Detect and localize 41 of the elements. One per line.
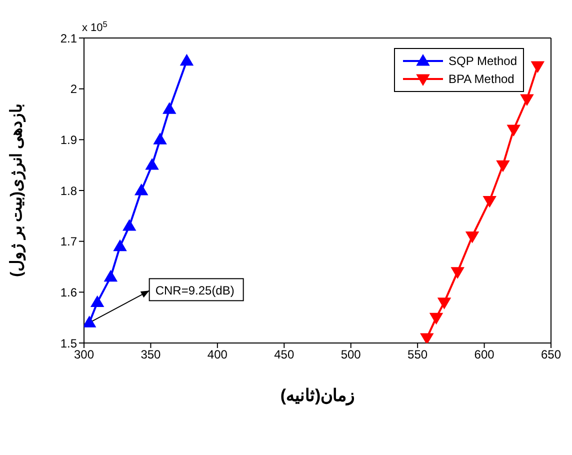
point (496, 160, 510, 172)
point (438, 298, 451, 309)
point (466, 232, 479, 243)
text: x 10$^{5}$ (82, 20, 108, 34)
y-tick-label: 1.5 (60, 336, 78, 350)
x-tick-label: 350 (140, 348, 162, 362)
point (420, 333, 434, 343)
y-tick-label: 2 (70, 82, 78, 96)
x-tick-label: 400 (207, 348, 228, 362)
point (84, 316, 96, 328)
point (520, 94, 534, 106)
legend-label: SQP Method (448, 54, 517, 68)
point (531, 61, 544, 72)
point (507, 124, 520, 136)
point (122, 220, 136, 231)
x-tick-label: 450 (274, 348, 294, 362)
x-tick-label: 650 (540, 348, 562, 362)
y-tick-label: 1.7 (60, 234, 78, 249)
point (180, 54, 194, 66)
legend-label: BPA Method (448, 72, 514, 86)
x-tick-label: 600 (474, 348, 495, 362)
point (104, 270, 118, 282)
x-axis-title: زمان(ثانیه) (280, 386, 355, 406)
point (114, 240, 127, 252)
x-tick-label: 550 (408, 348, 428, 362)
point (154, 133, 167, 144)
y-tick-label: 1.8 (60, 184, 78, 198)
y-axis-title: بازدهی انرژی(بیت بر ژول) (8, 104, 27, 277)
point (90, 296, 104, 308)
point (430, 312, 443, 324)
point (162, 102, 176, 114)
point (451, 267, 464, 278)
x-tick-label: 500 (340, 348, 362, 362)
point (146, 158, 159, 170)
y-tick-label: 1.6 (60, 285, 78, 300)
x-tick-label: 300 (74, 348, 94, 362)
y-tick-label: 2.1 (60, 31, 78, 46)
annotation: CNR=9.25(dB) (155, 284, 234, 298)
y-tick-label: 1.9 (60, 132, 78, 147)
point (483, 196, 496, 208)
point (134, 184, 148, 196)
